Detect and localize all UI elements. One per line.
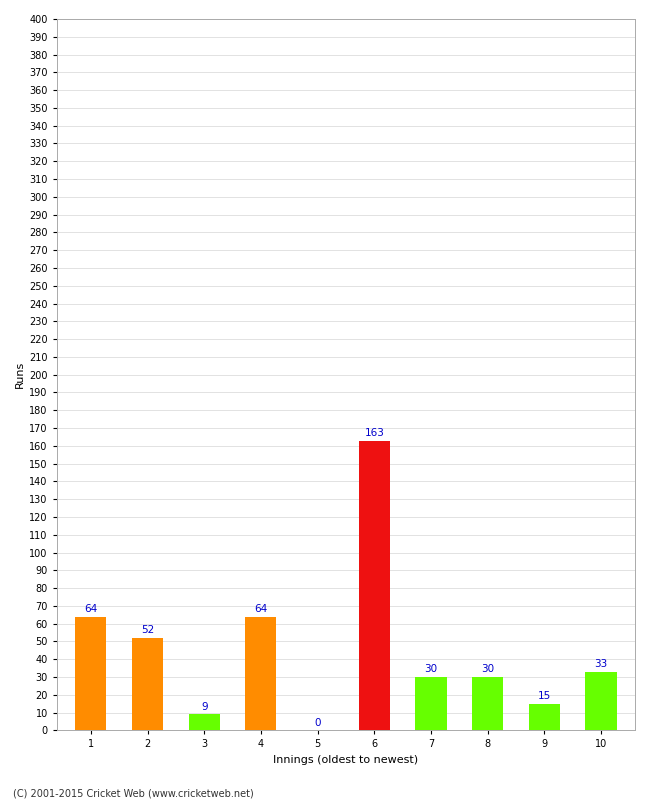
Text: 33: 33 (594, 659, 608, 669)
Text: 0: 0 (315, 718, 321, 728)
Text: 64: 64 (254, 604, 268, 614)
Bar (415, 677, 447, 730)
Y-axis label: Runs: Runs (15, 361, 25, 388)
Text: 30: 30 (424, 664, 437, 674)
Text: 9: 9 (201, 702, 207, 712)
Text: (C) 2001-2015 Cricket Web (www.cricketweb.net): (C) 2001-2015 Cricket Web (www.cricketwe… (13, 788, 254, 798)
Text: 64: 64 (84, 604, 98, 614)
X-axis label: Innings (oldest to newest): Innings (oldest to newest) (274, 755, 419, 765)
Text: 15: 15 (538, 691, 551, 701)
Text: 163: 163 (364, 428, 384, 438)
Bar (359, 441, 390, 730)
Text: 52: 52 (141, 626, 154, 635)
Bar (188, 714, 220, 730)
Text: 30: 30 (481, 664, 494, 674)
Bar (528, 704, 560, 730)
Bar (472, 677, 503, 730)
Bar (132, 638, 163, 730)
Bar (75, 617, 107, 730)
Bar (245, 617, 276, 730)
Bar (586, 672, 617, 730)
